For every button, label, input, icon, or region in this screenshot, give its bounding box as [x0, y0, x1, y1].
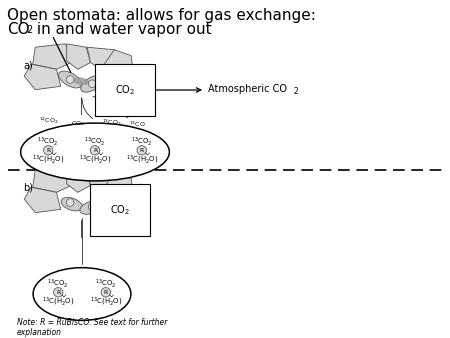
- Circle shape: [54, 288, 63, 297]
- PathPatch shape: [33, 167, 75, 192]
- Circle shape: [66, 76, 74, 83]
- Text: CO: CO: [7, 22, 30, 37]
- Text: $^{13}$C(H$_2$O): $^{13}$C(H$_2$O): [126, 153, 158, 166]
- Text: Note: R = RuBisCO. See text for further
explanation: Note: R = RuBisCO. See text for further …: [17, 318, 167, 337]
- PathPatch shape: [24, 187, 61, 213]
- Text: b): b): [23, 182, 33, 192]
- PathPatch shape: [101, 50, 133, 74]
- PathPatch shape: [24, 64, 61, 90]
- Text: $^{13}$CO: $^{13}$CO: [129, 119, 146, 128]
- PathPatch shape: [87, 47, 120, 69]
- Text: CO$_2$: CO$_2$: [110, 203, 130, 217]
- Text: 2: 2: [293, 87, 298, 96]
- Circle shape: [90, 146, 100, 155]
- Text: R: R: [56, 290, 60, 295]
- Text: a): a): [23, 60, 33, 70]
- Text: $^{13}$CO$_2$: $^{13}$CO$_2$: [84, 136, 106, 148]
- Text: R: R: [140, 148, 144, 153]
- Ellipse shape: [58, 71, 81, 88]
- Circle shape: [101, 288, 111, 297]
- PathPatch shape: [67, 167, 90, 192]
- Text: $^{12}$CO$_2$: $^{12}$CO$_2$: [39, 116, 58, 126]
- Text: $^{13}$C(H$_2$O): $^{13}$C(H$_2$O): [90, 295, 122, 308]
- PathPatch shape: [106, 73, 135, 93]
- Ellipse shape: [21, 123, 169, 181]
- Text: $^{13}$CO$_2$: $^{13}$CO$_2$: [95, 277, 117, 290]
- PathPatch shape: [101, 173, 133, 197]
- Circle shape: [66, 199, 74, 206]
- Circle shape: [44, 146, 53, 155]
- Text: $^{13}$CO$_2$: $^{13}$CO$_2$: [131, 136, 153, 148]
- Text: $^{13}$CO$_2$: $^{13}$CO$_2$: [102, 118, 122, 128]
- PathPatch shape: [33, 44, 75, 69]
- Ellipse shape: [61, 197, 82, 211]
- Circle shape: [88, 203, 96, 211]
- PathPatch shape: [106, 196, 135, 216]
- PathPatch shape: [67, 44, 90, 69]
- Circle shape: [137, 146, 146, 155]
- Text: CO$_2$: CO$_2$: [115, 83, 135, 97]
- Text: Open stomata: allows for gas exchange:: Open stomata: allows for gas exchange:: [7, 8, 316, 23]
- Ellipse shape: [80, 201, 101, 214]
- Text: in and water vapor out: in and water vapor out: [32, 22, 211, 37]
- Text: $^{13}$C(H$_2$O): $^{13}$C(H$_2$O): [32, 153, 64, 166]
- Text: CO$_2$: CO$_2$: [71, 119, 85, 127]
- PathPatch shape: [87, 170, 120, 192]
- Text: R: R: [46, 148, 50, 153]
- Ellipse shape: [74, 78, 89, 85]
- Text: Atmospheric CO: Atmospheric CO: [208, 84, 287, 94]
- Text: $^{13}$CO$_2$: $^{13}$CO$_2$: [47, 277, 69, 290]
- Text: R: R: [104, 290, 108, 295]
- Text: $^{13}$CO$_2$: $^{13}$CO$_2$: [37, 136, 59, 148]
- Text: $^{13}$C(H$_2$O): $^{13}$C(H$_2$O): [79, 153, 111, 166]
- Ellipse shape: [33, 268, 131, 320]
- Ellipse shape: [81, 75, 104, 92]
- Text: R: R: [93, 148, 97, 153]
- Text: 2: 2: [26, 25, 32, 35]
- Text: $^{13}$C(H$_2$O): $^{13}$C(H$_2$O): [42, 295, 74, 308]
- Circle shape: [88, 80, 96, 88]
